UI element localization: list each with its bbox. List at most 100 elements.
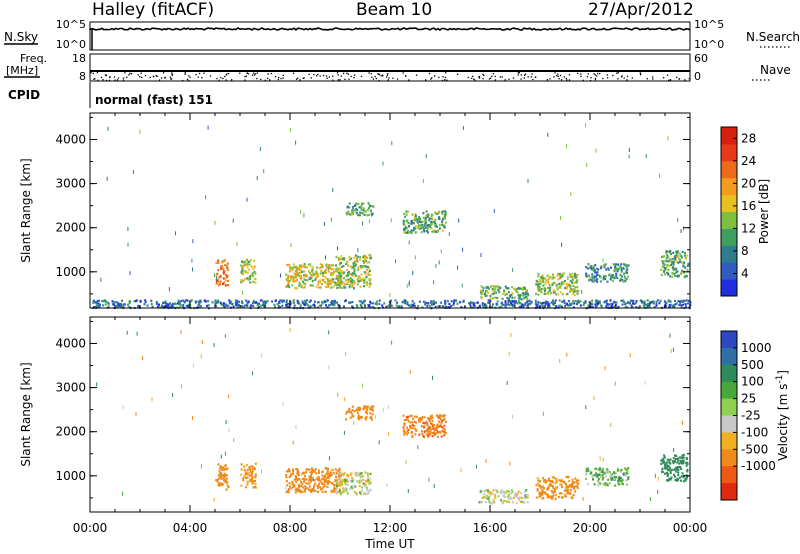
noise-sky-trace (89, 27, 691, 31)
velocity-cell (673, 448, 675, 453)
power-cell (336, 286, 339, 290)
velocity-cell (506, 495, 509, 498)
velocity-cell (409, 425, 411, 428)
nave-dot (640, 74, 642, 76)
velocity-cell (218, 469, 221, 472)
velocity-cell (604, 482, 607, 485)
nave-dot (594, 74, 597, 76)
power-cell (550, 301, 553, 304)
power-cell (517, 294, 520, 297)
power-cell (287, 306, 290, 309)
power-cell (293, 276, 296, 279)
nave-dot (590, 77, 592, 79)
velocity-cell (668, 466, 671, 469)
velocity-cell (563, 489, 566, 492)
power-cell (635, 299, 638, 303)
velocity-cell (536, 488, 539, 491)
velocity-cell (306, 487, 309, 490)
power-cell (589, 305, 592, 308)
power-cell (535, 283, 538, 286)
velocity-cell (672, 460, 674, 463)
power-cell (403, 231, 406, 234)
power-cell (242, 306, 245, 309)
power-cell (605, 305, 608, 308)
power-cell (330, 301, 333, 304)
power-cell (448, 302, 451, 306)
power-cell (368, 207, 371, 210)
velocity-cell (431, 419, 434, 423)
velocity-cell (296, 488, 299, 491)
noise-panel-frame (89, 21, 691, 51)
power-cell (422, 216, 425, 219)
velocity-cell (318, 478, 321, 481)
velocity-cell (504, 492, 507, 495)
power-cell (666, 271, 669, 274)
power-cell (286, 263, 289, 267)
velocity-cell (668, 468, 671, 471)
velocity-cell (240, 473, 243, 476)
velocity-cell (417, 417, 420, 421)
power-cell (422, 229, 425, 232)
velocity-cell (508, 501, 511, 504)
power-cell (347, 210, 350, 213)
velocity-cell (345, 412, 348, 415)
velocity-cell (321, 470, 324, 473)
velocity-cell (294, 488, 297, 491)
nave-dot (158, 79, 161, 81)
power-cell (677, 261, 680, 264)
power-cell (316, 266, 318, 269)
power-cell (510, 293, 513, 296)
velocity-cell (289, 327, 291, 332)
power-cell (370, 212, 373, 215)
power-cell (615, 263, 617, 266)
power-cell (295, 270, 298, 273)
velocity-cell (216, 479, 219, 482)
velocity-cell (510, 489, 513, 492)
power-cell (507, 303, 510, 306)
velocity-cell (541, 497, 544, 500)
power-cell (304, 283, 307, 286)
velocity-cell (572, 495, 574, 500)
nave-dot (188, 79, 190, 82)
power-cell (295, 287, 298, 290)
velocity-cell (511, 501, 514, 504)
power-cell (368, 201, 370, 206)
power-cell (366, 261, 369, 264)
power-cell (577, 289, 580, 292)
velocity-cell (492, 499, 495, 503)
velocity-cell (420, 425, 423, 428)
power-cell (217, 299, 220, 302)
velocity-cell (558, 479, 561, 482)
velocity-cell (360, 480, 363, 483)
velocity-cell (599, 482, 602, 485)
power-cell (313, 300, 316, 303)
nave-dot (478, 75, 481, 78)
velocity-cell (243, 465, 246, 468)
velocity-cell (286, 484, 289, 487)
velocity-cell (517, 490, 520, 493)
power-cell (224, 284, 227, 287)
power-cell (573, 275, 576, 278)
power-colorbar-tick-label: 8 (741, 244, 749, 258)
power-cell (620, 275, 623, 278)
power-cell (522, 288, 525, 291)
power-cell (542, 288, 545, 291)
nave-dot (387, 79, 389, 81)
velocity-cell (517, 496, 520, 500)
power-ytick-label: 2000 (55, 221, 86, 235)
velocity-cell (323, 478, 326, 481)
power-cell (540, 280, 543, 283)
nave-dot (310, 77, 312, 79)
velocity-cell (547, 478, 550, 481)
velocity-heatmap-cells (96, 327, 689, 505)
power-cell (362, 207, 365, 210)
velocity-cell (681, 454, 684, 457)
power-cell (356, 278, 359, 281)
power-cell (421, 226, 424, 229)
nave-dot (104, 74, 107, 76)
power-cell (498, 290, 501, 294)
velocity-cell (493, 501, 496, 504)
velocity-cell (680, 467, 683, 470)
velocity-cell (220, 476, 223, 479)
velocity-cell (369, 480, 372, 483)
